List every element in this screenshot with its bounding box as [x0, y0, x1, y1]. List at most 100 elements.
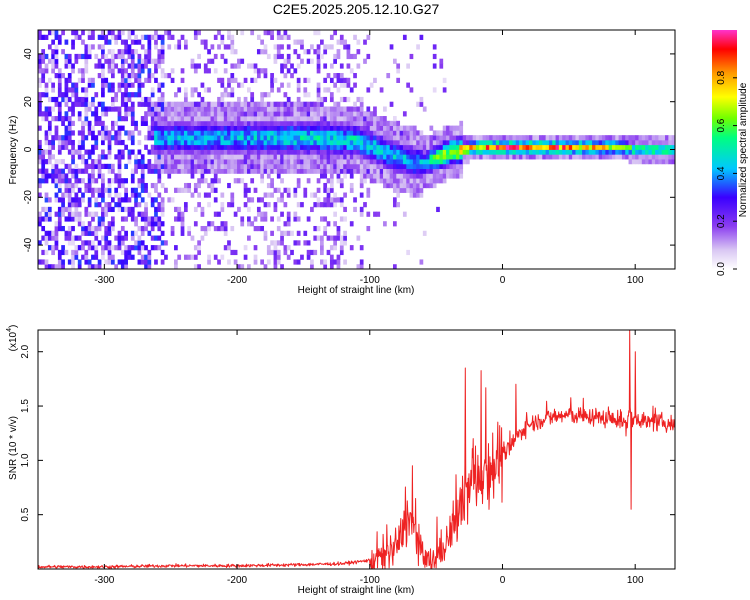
heatmap-cell [402, 135, 407, 141]
heatmap-cell [363, 116, 367, 122]
heatmap-cell [61, 139, 65, 146]
heatmap-cell [160, 130, 165, 136]
heatmap-cell [558, 149, 563, 155]
heatmap-cell [164, 149, 168, 155]
heatmap-cell [44, 197, 49, 203]
heatmap-cell [81, 178, 85, 184]
heatmap-cell [383, 173, 387, 179]
heatmap-cell [406, 125, 410, 131]
heatmap-cell [555, 139, 560, 146]
heatmap-cell [326, 249, 331, 256]
heatmap-cell [144, 254, 148, 260]
heatmap-cell [296, 230, 301, 236]
heatmap-cell [446, 149, 450, 155]
heatmap-cell [416, 173, 420, 179]
heatmap-cell [170, 68, 175, 74]
heatmap-cell [333, 192, 337, 198]
heatmap-cell [97, 58, 102, 64]
heatmap-cell [117, 197, 122, 203]
heatmap-cell [140, 211, 145, 217]
heatmap-cell [256, 135, 261, 141]
heatmap-cell [124, 130, 128, 136]
heatmap-cell [230, 139, 235, 146]
heatmap-cell [227, 182, 231, 189]
heatmap-cell [64, 101, 69, 107]
heatmap-cell [482, 154, 487, 160]
heatmap-cell [193, 163, 198, 170]
heatmap-cell [651, 139, 656, 146]
heatmap-cell [220, 111, 225, 117]
heatmap-cell [47, 245, 52, 251]
heatmap-cell [635, 154, 639, 160]
heatmap-cell [655, 139, 659, 146]
heatmap-cell [64, 77, 69, 83]
heatmap-cell [38, 30, 42, 36]
heatmap-cell [180, 135, 185, 141]
heatmap-cell [273, 264, 278, 269]
heatmap-cell [107, 130, 112, 136]
heatmap-cell [313, 116, 318, 122]
heatmap-cell [177, 206, 182, 213]
heatmap-cell [339, 178, 344, 184]
heatmap-cell [465, 135, 470, 141]
heatmap-cell [436, 206, 440, 213]
heatmap-cell [645, 139, 649, 146]
heatmap-cell [97, 154, 102, 160]
heatmap-cell [432, 182, 437, 189]
heatmap-cell [492, 139, 497, 146]
heatmap-cell [157, 34, 162, 40]
heatmap-cell [120, 125, 125, 131]
heatmap-cell [200, 139, 205, 146]
heatmap-cell [280, 53, 284, 60]
heatmap-cell [38, 101, 42, 107]
heatmap-cell [349, 135, 354, 141]
heatmap-cell [665, 135, 669, 141]
heatmap-cell [386, 130, 391, 136]
heatmap-cell [482, 135, 487, 141]
heatmap-cell [124, 163, 128, 170]
heatmap-cell [442, 173, 447, 179]
heatmap-cell [223, 130, 228, 136]
heatmap-cell [605, 144, 610, 150]
heatmap-cell [187, 159, 192, 165]
heatmap-cell [306, 130, 311, 136]
heatmap-cell [296, 135, 301, 141]
heatmap-cell [57, 182, 62, 189]
heatmap-cell [180, 230, 185, 236]
heatmap-cell [392, 116, 397, 122]
colorbar-ticks: 0.00.20.40.60.8 [716, 70, 737, 276]
heatmap-cell [200, 101, 205, 107]
heatmap-cell [406, 187, 410, 193]
heatmap-cell [326, 178, 331, 184]
heatmap-cell [64, 53, 69, 60]
heatmap-cell [57, 34, 62, 40]
heatmap-cell [167, 168, 172, 174]
heatmap-cell [230, 154, 235, 160]
heatmap-cell [329, 173, 334, 179]
heatmap-cell [117, 206, 122, 213]
heatmap-cell [651, 135, 656, 141]
heatmap-cell [256, 101, 261, 107]
heatmap-cell [641, 135, 646, 141]
heatmap-cell [91, 187, 95, 193]
heatmap-cell [359, 144, 364, 150]
heatmap-cell [595, 144, 600, 150]
heatmap-cell [366, 87, 371, 93]
heatmap-cell [137, 240, 142, 246]
heatmap-cell [61, 120, 65, 126]
heatmap-cell [147, 163, 152, 170]
heatmap-cell [256, 106, 261, 112]
heatmap-cell [120, 49, 125, 55]
heatmap-cell [356, 130, 361, 136]
heatmap-cell [359, 106, 364, 112]
heatmap-cell [101, 68, 105, 74]
heatmap-cell [505, 144, 510, 150]
heatmap-cell [200, 135, 205, 141]
heatmap-cell [223, 225, 228, 232]
heatmap-cell [555, 154, 560, 160]
heatmap-cell [306, 163, 311, 170]
heatmap-cell [655, 149, 659, 155]
heatmap-cell [150, 235, 155, 241]
heatmap-cell [349, 144, 354, 150]
heatmap-cell [479, 154, 483, 160]
